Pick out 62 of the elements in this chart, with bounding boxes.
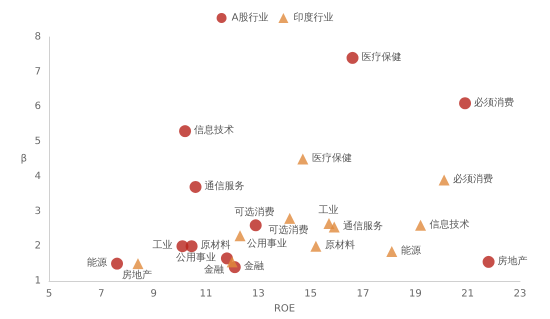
x-tick-label: 13 (252, 288, 265, 300)
annotation: 工业 (152, 239, 172, 252)
point (132, 258, 144, 270)
y-tick-label: 1 (34, 276, 41, 287)
annotation: 房地产 (122, 269, 152, 282)
point (386, 246, 398, 257)
point (346, 52, 359, 64)
point (250, 219, 262, 232)
y-tick-label: 8 (34, 32, 41, 42)
point (482, 256, 495, 268)
legend-label: A股行业 (232, 12, 268, 24)
point (459, 97, 472, 110)
y-tick-label: 4 (34, 170, 41, 182)
annotation: 医疗保健 (312, 152, 352, 164)
annotation: 原材料 (324, 239, 355, 252)
x-tick-label: 11 (200, 288, 212, 300)
annotation: 必须消费 (453, 172, 494, 185)
point (190, 180, 202, 193)
x-tick-label: 23 (514, 288, 526, 300)
annotation: 金融 (244, 260, 264, 272)
x-tick-label: 7 (98, 288, 105, 300)
point (438, 174, 450, 186)
point (186, 240, 198, 252)
annotation: 通信服务 (204, 180, 245, 192)
y-tick-label: 2 (34, 240, 41, 252)
point (415, 220, 426, 231)
y-tick-label: 7 (34, 66, 41, 78)
point (226, 256, 238, 268)
annotation: 能源 (87, 256, 108, 269)
x-tick-label: 15 (304, 288, 318, 300)
annotation: 必须消费 (474, 96, 514, 108)
point (284, 212, 296, 224)
x-axis-title: ROE (274, 304, 296, 314)
point (234, 230, 246, 242)
x-tick-label: 9 (150, 288, 157, 300)
annotation: 可选消费 (268, 224, 309, 236)
annotation: 信息技术 (430, 218, 470, 230)
annotation: 房地产 (498, 254, 528, 267)
annotation: 信息技术 (194, 124, 234, 136)
x-tick-label: 5 (46, 288, 52, 300)
x-tick-label: 19 (408, 288, 422, 300)
x-tick-label: 21 (461, 288, 474, 300)
annotation: 可选消费 (234, 206, 275, 218)
point (111, 258, 124, 270)
annotation: 公用事业 (176, 251, 216, 264)
annotation: 通信服务 (343, 220, 384, 232)
y-tick-label: 3 (34, 206, 41, 217)
legend-label: 印度行业 (293, 12, 334, 24)
point (310, 240, 322, 252)
y-axis-title: β (20, 154, 27, 165)
x-tick-label: 17 (356, 288, 370, 300)
point (297, 154, 308, 165)
y-tick-label: 5 (34, 136, 41, 148)
y-tick-label: 6 (34, 101, 41, 112)
annotation: 原材料 (200, 239, 231, 252)
annotation: 工业 (318, 204, 338, 216)
point (179, 125, 192, 138)
annotation: 公用事业 (247, 237, 288, 250)
annotation: 医疗保健 (362, 50, 402, 63)
annotation: 能源 (400, 244, 421, 256)
point (328, 222, 340, 233)
annotation: 金融 (204, 263, 224, 276)
